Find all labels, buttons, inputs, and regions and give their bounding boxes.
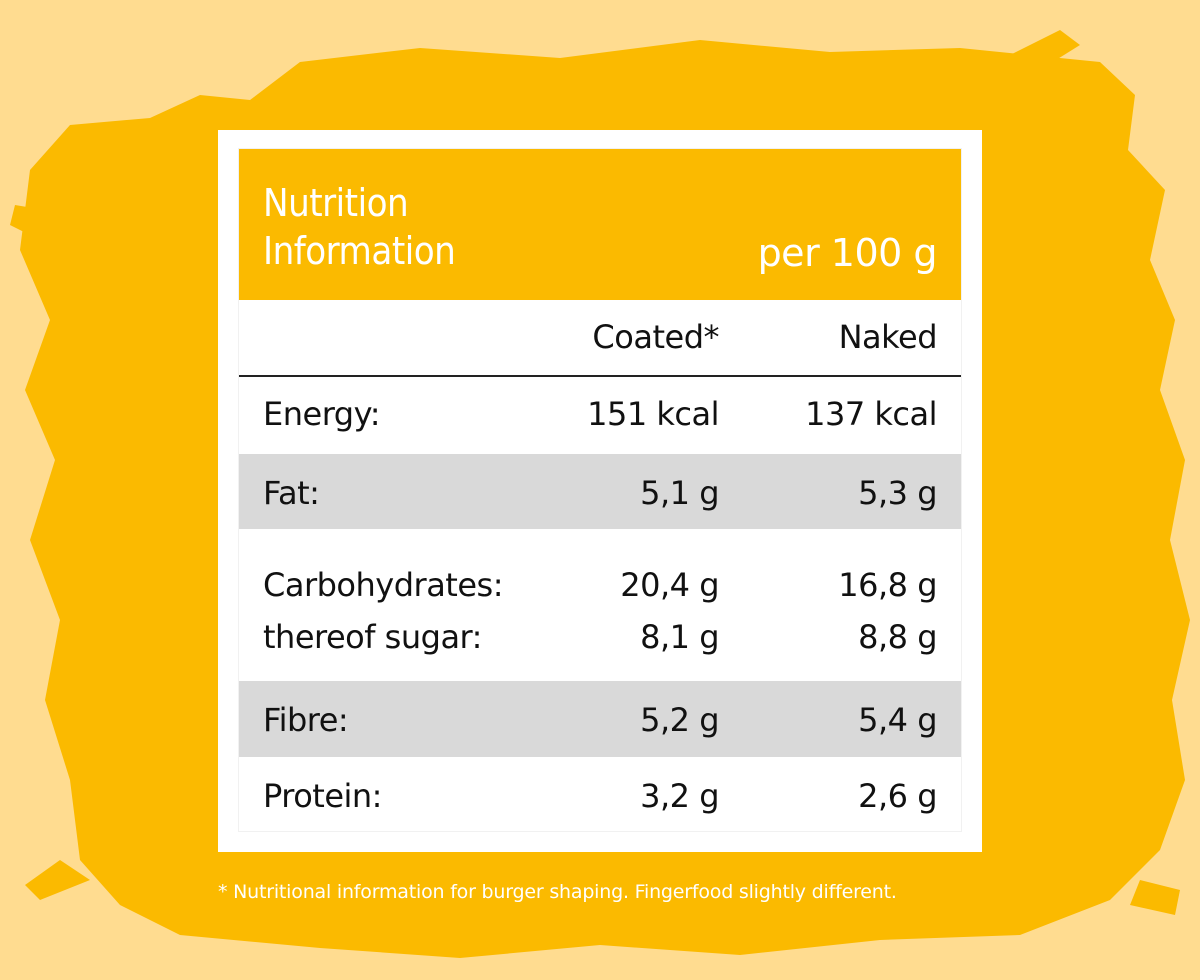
naked-value: 137 kcal (805, 395, 937, 433)
per-unit-label: per 100 g (757, 231, 938, 275)
nutrition-table: Nutrition Information per 100 g Coated* … (238, 148, 962, 832)
naked-value: 5,3 g (858, 474, 937, 512)
row-label: Protein: (263, 777, 382, 815)
nutrition-card: Nutrition Information per 100 g Coated* … (218, 130, 982, 852)
row-label: Energy: (263, 395, 380, 433)
table-row-fat: Fat: 5,1 g 5,3 g (239, 454, 961, 529)
table-title: Nutrition Information (263, 181, 456, 273)
coated-value: 5,1 g (640, 474, 719, 512)
table-header: Nutrition Information per 100 g (239, 149, 961, 300)
coated-value: 3,2 g (640, 777, 719, 815)
naked-value: 16,8 g 8,8 g (838, 566, 937, 656)
naked-value: 5,4 g (858, 701, 937, 739)
coated-value: 20,4 g 8,1 g (620, 566, 719, 656)
row-label: Fat: (263, 474, 320, 512)
column-header-row: Coated* Naked (239, 300, 961, 377)
footnote: * Nutritional information for burger sha… (218, 881, 897, 903)
column-naked: Naked (838, 318, 938, 356)
coated-value: 5,2 g (640, 701, 719, 739)
table-row-energy: Energy: 151 kcal 137 kcal (239, 377, 961, 454)
row-label: Fibre: (263, 701, 349, 739)
coated-value: 151 kcal (587, 395, 719, 433)
column-coated: Coated* (592, 318, 719, 356)
row-label: Carbohydrates: thereof sugar: (263, 566, 503, 656)
naked-value: 2,6 g (858, 777, 937, 815)
table-row-fibre: Fibre: 5,2 g 5,4 g (239, 681, 961, 757)
table-row-protein: Protein: 3,2 g 2,6 g (239, 757, 961, 831)
table-row-carbohydrates: Carbohydrates: thereof sugar: 20,4 g 8,1… (239, 529, 961, 681)
